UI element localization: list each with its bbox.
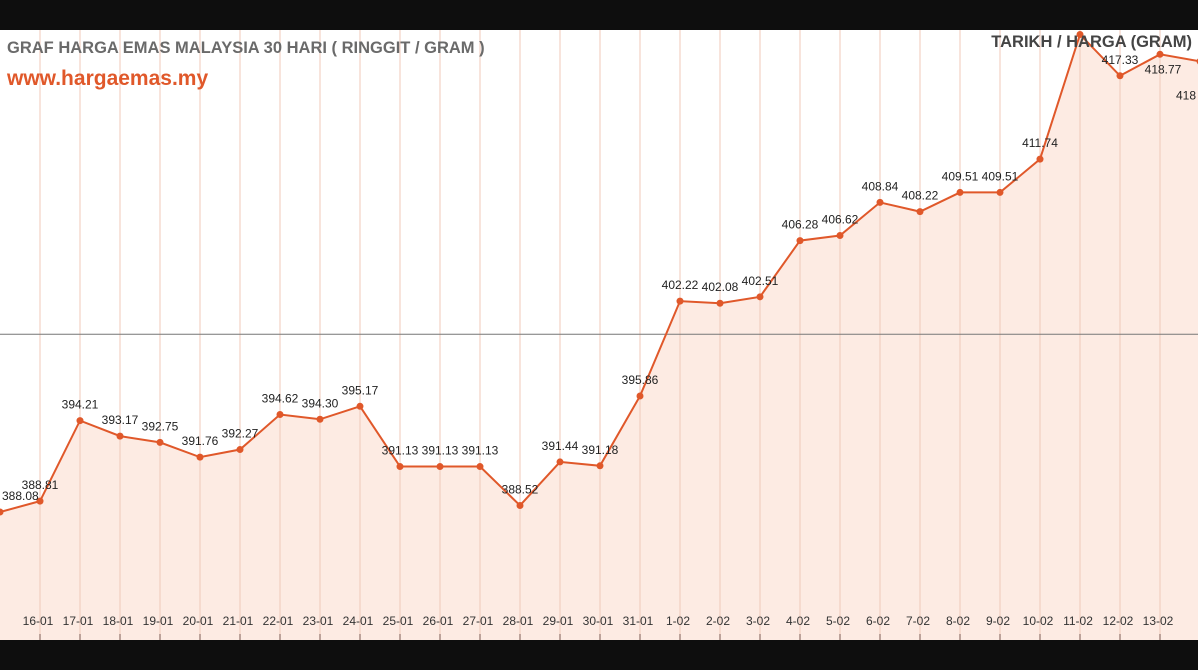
x-tick-label: 10-02 — [1023, 614, 1054, 628]
data-label: 406.62 — [822, 213, 859, 227]
data-point — [356, 402, 364, 410]
data-label: 394.30 — [302, 396, 339, 410]
x-tick-label: 8-02 — [946, 614, 970, 628]
data-label: 402.22 — [662, 278, 699, 292]
data-point — [956, 188, 964, 196]
x-tick-label: 22-01 — [263, 614, 294, 628]
x-tick-label: 28-01 — [503, 614, 534, 628]
data-label: 388.81 — [22, 478, 59, 492]
data-label: 409.51 — [942, 169, 979, 183]
data-label: 388.52 — [502, 482, 539, 496]
x-tick-label: 26-01 — [423, 614, 454, 628]
legend-label: TARIKH / HARGA (GRAM) — [991, 33, 1192, 51]
data-label: 408.22 — [902, 189, 939, 203]
data-label: 395.86 — [622, 373, 659, 387]
data-point — [1156, 50, 1164, 58]
data-point — [116, 432, 124, 440]
data-label: 411.74 — [1022, 136, 1058, 150]
data-label: 388.08 — [2, 489, 39, 503]
data-label: 417.33 — [1102, 53, 1139, 67]
x-tick-label: 24-01 — [343, 614, 374, 628]
x-tick-label: 29-01 — [543, 614, 574, 628]
data-point — [916, 208, 924, 216]
x-tick-label: 27-01 — [463, 614, 494, 628]
data-label: 391.13 — [422, 444, 459, 458]
data-label: 395.17 — [342, 383, 379, 397]
x-tick-label: 3-02 — [746, 614, 770, 628]
chart-subtitle-website: www.hargaemas.my — [7, 67, 209, 90]
data-point — [716, 299, 724, 307]
data-label: 391.44 — [542, 439, 579, 453]
x-tick-label: 16-01 — [23, 614, 54, 628]
x-tick-label: 20-01 — [183, 614, 214, 628]
data-label: 391.13 — [382, 444, 419, 458]
x-tick-label: 25-01 — [383, 614, 414, 628]
x-tick-label: 1-02 — [666, 614, 690, 628]
data-point — [396, 463, 404, 471]
data-point — [276, 410, 284, 418]
data-point — [36, 497, 44, 505]
x-tick-label: 31-01 — [623, 614, 654, 628]
x-tick-label: 21-01 — [223, 614, 254, 628]
data-point — [156, 438, 164, 446]
data-point — [676, 297, 684, 305]
x-tick-label: 9-02 — [986, 614, 1010, 628]
x-tick-label: 7-02 — [906, 614, 930, 628]
x-tick-label: 12-02 — [1103, 614, 1134, 628]
data-point — [1076, 30, 1084, 38]
data-label: 391.76 — [182, 434, 219, 448]
data-point — [1116, 72, 1124, 80]
x-tick-label: 6-02 — [866, 614, 890, 628]
data-point — [756, 293, 764, 301]
x-tick-label: 23-01 — [303, 614, 334, 628]
data-point — [796, 237, 804, 245]
data-label: 406.28 — [782, 218, 819, 232]
data-label: 392.75 — [142, 419, 179, 433]
data-label: 402.51 — [742, 274, 779, 288]
data-point — [836, 232, 844, 240]
data-point — [596, 462, 604, 470]
data-label: 402.08 — [702, 280, 739, 294]
data-point — [636, 392, 644, 400]
data-point — [76, 417, 84, 425]
chart-title: GRAF HARGA EMAS MALAYSIA 30 HARI ( RINGG… — [7, 39, 485, 57]
x-tick-label: 11-02 — [1063, 614, 1093, 628]
data-point — [0, 508, 4, 516]
data-point — [476, 463, 484, 471]
data-point — [236, 446, 244, 454]
x-tick-label: 17-01 — [63, 614, 94, 628]
x-tick-label: 5-02 — [826, 614, 850, 628]
data-label: 418 — [1176, 88, 1196, 102]
data-label: 418.77 — [1145, 62, 1182, 76]
data-label: 391.18 — [582, 443, 619, 457]
data-point — [196, 453, 204, 461]
data-label: 408.84 — [862, 179, 899, 193]
data-point — [1036, 155, 1044, 163]
data-point — [556, 458, 564, 466]
x-tick-label: 18-01 — [103, 614, 134, 628]
data-point — [436, 463, 444, 471]
data-label: 409.51 — [982, 169, 1019, 183]
x-tick-label: 30-01 — [583, 614, 614, 628]
x-tick-label: 19-01 — [143, 614, 174, 628]
data-point — [996, 188, 1004, 196]
data-point — [316, 415, 324, 423]
data-label: 392.27 — [222, 427, 259, 441]
data-label: 393.17 — [102, 413, 139, 427]
x-tick-label: 4-02 — [786, 614, 810, 628]
x-tick-label: 2-02 — [706, 614, 730, 628]
data-label: 394.62 — [262, 391, 299, 405]
data-point — [876, 198, 884, 206]
x-tick-label: 13-02 — [1143, 614, 1174, 628]
data-label: 391.13 — [462, 444, 499, 458]
data-label: 394.21 — [62, 398, 99, 412]
area-fill — [0, 34, 1198, 640]
data-point — [516, 501, 524, 509]
